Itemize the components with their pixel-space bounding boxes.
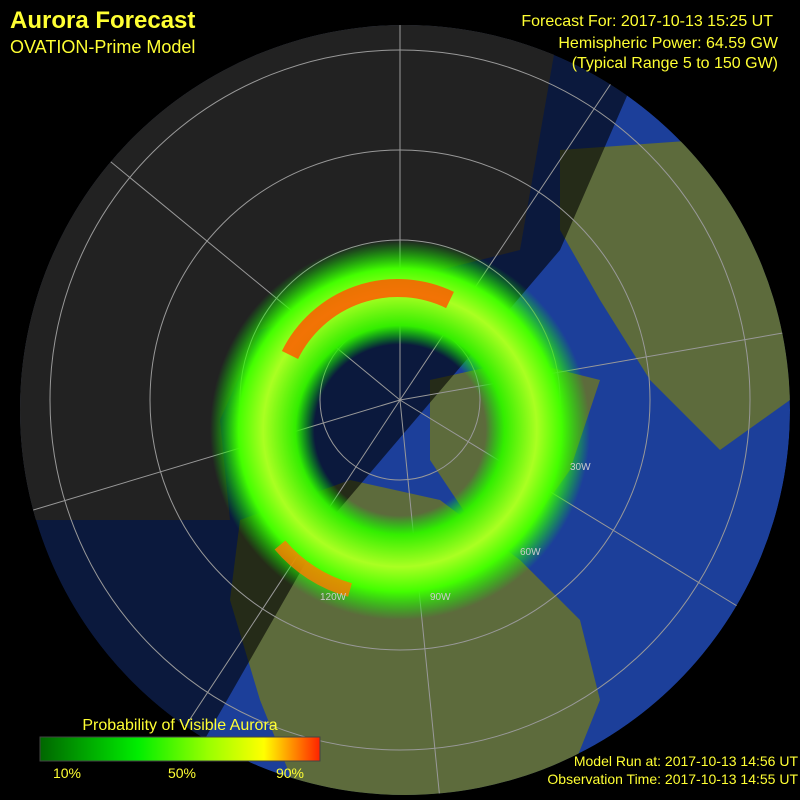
longitude-label: 90W (430, 592, 451, 603)
longitude-labels: 30W 60W 90W 120W (320, 462, 591, 603)
legend-label: 10% (53, 765, 81, 781)
land-europe (560, 140, 790, 450)
subtitle: OVATION-Prime Model (10, 37, 195, 57)
legend-title: Probability of Visible Aurora (82, 717, 277, 734)
color-bar (39, 736, 321, 762)
aurora-peak (281, 278, 454, 360)
aurora-peak (274, 540, 353, 597)
model-run: Model Run at: 2017-10-13 14:56 UT (574, 753, 799, 769)
legend-label: 50% (168, 765, 196, 781)
longitude-label: 30W (570, 462, 591, 473)
longitude-label: 120W (320, 592, 347, 603)
forecast-time: Forecast For: 2017-10-13 15:25 UT (521, 13, 773, 30)
title: Aurora Forecast (10, 7, 195, 34)
hemispheric-power: Hemispheric Power: 64.59 GW (558, 35, 779, 52)
observation-time: Observation Time: 2017-10-13 14:55 UT (547, 771, 798, 787)
power-range: (Typical Range 5 to 150 GW) (572, 55, 778, 72)
legend-label: 90% (276, 765, 304, 781)
longitude-label: 60W (520, 547, 541, 558)
